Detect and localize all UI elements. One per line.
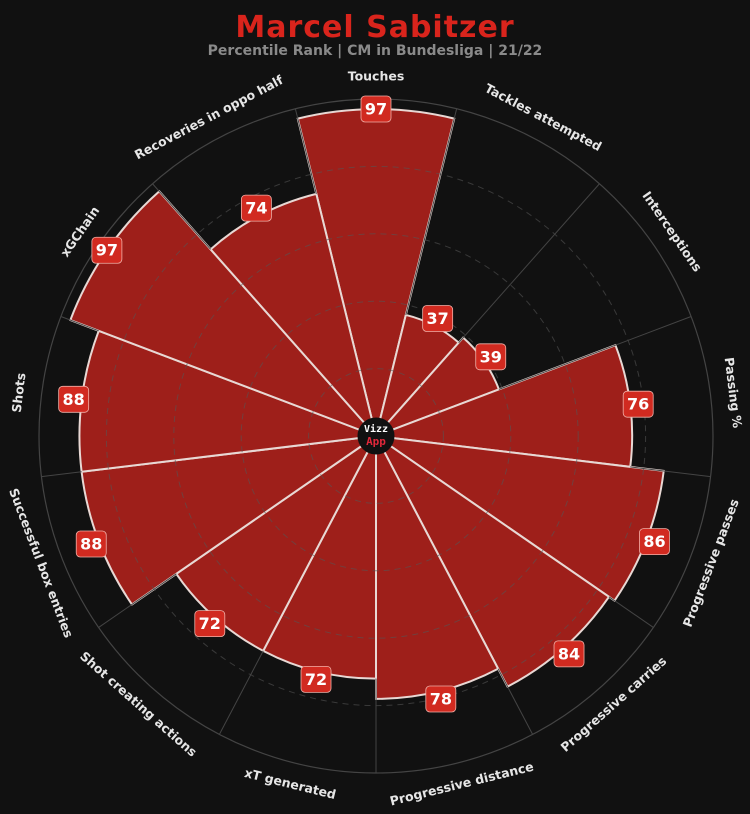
value-label: 88 (63, 390, 85, 409)
spoke-3 (498, 316, 692, 390)
category-label: Successful box entries (6, 486, 76, 640)
value-badge (360, 95, 392, 123)
chart-title: Marcel Sabitzer (235, 10, 515, 45)
grid-circle-60 (173, 233, 579, 639)
category-label: Shot creating actions (77, 648, 200, 759)
value-badge (194, 610, 226, 638)
spoke-11 (60, 316, 99, 332)
category-label: xT generated (243, 765, 338, 802)
spoke-8 (218, 650, 264, 735)
category-label: Touches (348, 69, 405, 84)
spoke-5 (608, 596, 654, 628)
spoke-10 (41, 471, 82, 478)
spoke-0 (294, 108, 317, 194)
category-label: Progressive carries (558, 653, 670, 754)
value-badge (553, 640, 585, 668)
logo-text: App (366, 435, 386, 448)
spoke-12 (152, 183, 212, 250)
value-badge (58, 385, 90, 413)
category-label: Passing % (722, 356, 746, 429)
value-badge (300, 665, 332, 693)
spoke-9 (98, 573, 177, 628)
grid-circle-40 (240, 300, 512, 572)
grid-circle-20 (308, 368, 444, 504)
value-badge (75, 530, 107, 558)
value-label: 86 (643, 532, 665, 551)
spoke-4 (630, 466, 711, 478)
category-label: Progressive distance (388, 759, 535, 809)
value-label: 84 (558, 644, 580, 663)
value-label: 74 (245, 199, 267, 218)
logo-hub (357, 417, 395, 455)
value-label: 37 (427, 309, 449, 328)
category-label: Interceptions (639, 188, 705, 274)
value-badge (240, 194, 272, 222)
value-label: 39 (480, 347, 502, 366)
logo-text: Vizz (364, 423, 388, 435)
value-label: 97 (96, 241, 118, 260)
value-badge (422, 305, 454, 332)
spoke-2 (458, 183, 600, 343)
category-label: Recoveries in oppo half (132, 72, 286, 162)
spoke-1 (405, 108, 458, 316)
value-label: 97 (365, 100, 387, 119)
value-badge (475, 343, 507, 371)
value-label: 72 (305, 670, 327, 689)
value-label: 76 (627, 395, 649, 414)
chart-subtitle: Percentile Rank | CM in Bundesliga | 21/… (207, 43, 543, 59)
value-label: 78 (430, 689, 452, 708)
value-label: 88 (80, 534, 102, 553)
value-badge (425, 685, 457, 713)
value-badge (639, 528, 670, 556)
value-badge (622, 390, 654, 418)
spoke-6 (497, 668, 534, 735)
category-label: Shots (9, 372, 29, 413)
value-badge (91, 236, 123, 264)
value-label: 72 (199, 614, 221, 633)
category-label: Progressive passes (680, 497, 742, 629)
